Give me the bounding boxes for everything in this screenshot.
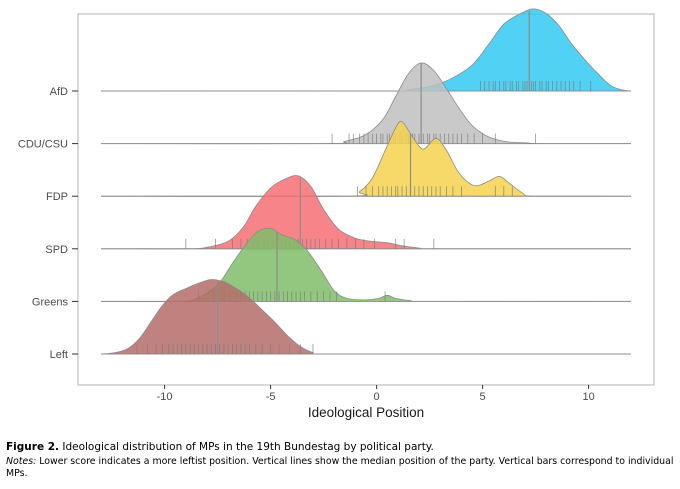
x-tick-label: 5: [480, 391, 486, 403]
figure-caption: Figure 2. Ideological distribution of MP…: [6, 441, 674, 480]
y-label-left: Left: [50, 349, 68, 361]
x-tick-label: 10: [582, 391, 594, 403]
y-label-cdu-csu: CDU/CSU: [18, 139, 68, 151]
y-label-fdp: FDP: [46, 191, 68, 203]
density-spd: [100, 175, 632, 250]
density-cdu-csu: [100, 62, 632, 145]
notes-label: Notes:: [6, 456, 37, 467]
density-afd: [100, 8, 632, 92]
density-greens: [100, 227, 632, 303]
caption-title-line: Figure 2. Ideological distribution of MP…: [6, 441, 674, 454]
density-fdp: [100, 120, 632, 197]
x-axis-title: Ideological Position: [308, 405, 424, 420]
plot-panel: [77, 13, 655, 386]
figure-title: Ideological distribution of MPs in the 1…: [62, 441, 434, 453]
ridge-fdp: [100, 120, 632, 197]
x-tick-label: 0: [374, 391, 380, 403]
caption-notes: Notes: Lower score indicates a more left…: [6, 456, 674, 480]
y-label-greens: Greens: [32, 296, 69, 308]
figure-label: Figure 2.: [6, 441, 60, 453]
y-label-afd: AfD: [50, 86, 68, 98]
ridge-left: [100, 279, 632, 355]
x-tick-label: -10: [157, 391, 173, 403]
notes-text: Lower score indicates a more leftist pos…: [6, 456, 674, 479]
ridge-afd: [100, 8, 632, 92]
y-label-spd: SPD: [45, 244, 68, 256]
chart-svg: AfD CDU/CSU FDP SPD Greens Left -10 -5 0 5 10 Ideol…: [18, 8, 655, 420]
ridgeline-chart: AfD CDU/CSU FDP SPD Greens Left -10 -5 0 5 10 Ideol…: [18, 8, 655, 420]
density-left: [100, 279, 632, 355]
ridge-cdu-csu: [100, 62, 632, 145]
x-tick-label: -5: [266, 391, 276, 403]
